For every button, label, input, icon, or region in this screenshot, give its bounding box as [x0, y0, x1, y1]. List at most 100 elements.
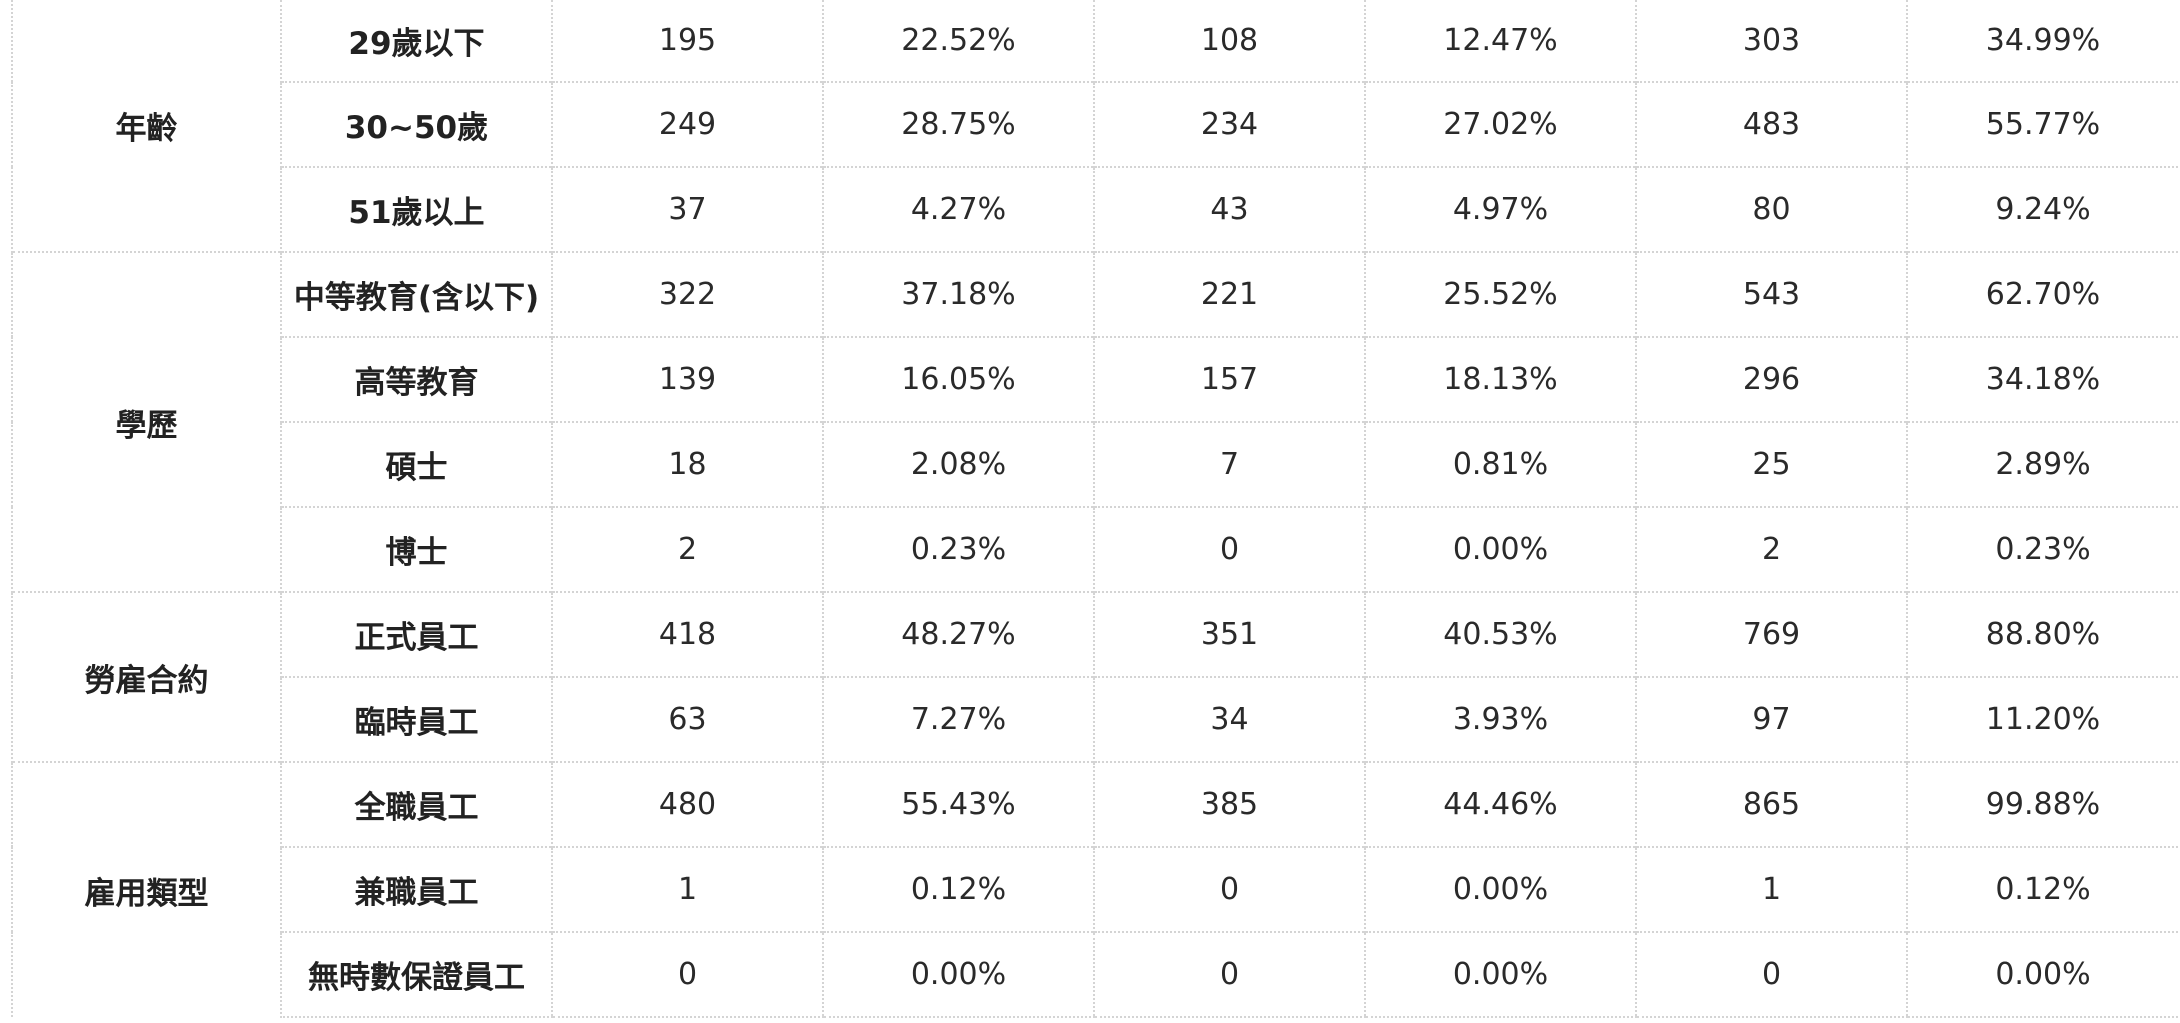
- total-percent-cell: 88.80%: [1906, 591, 2178, 677]
- table-row: 雇用類型 全職員工 480 55.43% 385 44.46% 865 99.88%: [11, 761, 2178, 1017]
- first-percent-cell: 2.08%: [822, 421, 1094, 507]
- total-percent-cell: 62.70%: [1906, 251, 2178, 337]
- table-body: 年齡 29歲以下 195 22.52% 108 12.47% 303 34.99% 30~50歲…: [11, 0, 2178, 1018]
- total-count-cell: 0: [1635, 931, 1907, 1018]
- category-label-cell: 全職員工: [280, 761, 552, 847]
- second-count-cell: 0: [1093, 846, 1365, 932]
- first-count-cell: 0: [551, 931, 823, 1018]
- second-count-cell: 0: [1093, 506, 1365, 592]
- second-percent-cell: 40.53%: [1364, 591, 1636, 677]
- second-count-cell: 385: [1093, 761, 1365, 847]
- total-count-cell: 296: [1635, 336, 1907, 422]
- second-percent-cell: 18.13%: [1364, 336, 1636, 422]
- total-percent-cell: 55.77%: [1906, 81, 2178, 167]
- total-percent-cell: 0.00%: [1906, 931, 2178, 1018]
- table-row: 勞雇合約 正式員工 418 48.27% 351 40.53% 769 88.80%: [11, 591, 2178, 762]
- second-count-cell: 7: [1093, 421, 1365, 507]
- second-count-cell: 234: [1093, 81, 1365, 167]
- total-count-cell: 769: [1635, 591, 1907, 677]
- group-label-cell: 雇用類型: [11, 761, 281, 1017]
- total-percent-cell: 0.12%: [1906, 846, 2178, 932]
- first-count-cell: 418: [551, 591, 823, 677]
- employee-statistics-table: 年齡 29歲以下 195 22.52% 108 12.47% 303 34.99% 30~50歲…: [11, 0, 2178, 1018]
- table-row: 30~50歲 249 28.75% 234 27.02% 483 55.77%: [12, 81, 2178, 167]
- first-count-cell: 249: [551, 81, 823, 167]
- table-row: 碩士 18 2.08% 7 0.81% 25 2.89%: [12, 421, 2178, 507]
- table-row: 兼職員工 1 0.12% 0 0.00% 1 0.12%: [12, 846, 2178, 932]
- total-count-cell: 25: [1635, 421, 1907, 507]
- second-count-cell: 0: [1093, 931, 1365, 1018]
- total-count-cell: 483: [1635, 81, 1907, 167]
- second-count-cell: 108: [1093, 0, 1365, 82]
- first-count-cell: 18: [551, 421, 823, 507]
- category-label-cell: 中等教育(含以下): [280, 251, 552, 337]
- total-count-cell: 543: [1635, 251, 1907, 337]
- total-percent-cell: 0.23%: [1906, 506, 2178, 592]
- second-percent-cell: 0.00%: [1364, 931, 1636, 1018]
- table-row: 臨時員工 63 7.27% 34 3.93% 97 11.20%: [12, 676, 2178, 762]
- first-percent-cell: 48.27%: [822, 591, 1094, 677]
- second-percent-cell: 25.52%: [1364, 251, 1636, 337]
- first-percent-cell: 0.12%: [822, 846, 1094, 932]
- first-count-cell: 37: [551, 166, 823, 252]
- second-percent-cell: 27.02%: [1364, 81, 1636, 167]
- category-label-cell: 51歲以上: [280, 166, 552, 252]
- total-count-cell: 303: [1635, 0, 1907, 82]
- table-row: 高等教育 139 16.05% 157 18.13% 296 34.18%: [12, 336, 2178, 422]
- first-count-cell: 322: [551, 251, 823, 337]
- first-percent-cell: 22.52%: [822, 0, 1094, 82]
- first-percent-cell: 0.00%: [822, 931, 1094, 1018]
- category-label-cell: 30~50歲: [280, 81, 552, 167]
- second-percent-cell: 44.46%: [1364, 761, 1636, 847]
- total-percent-cell: 34.99%: [1906, 0, 2178, 82]
- first-count-cell: 1: [551, 846, 823, 932]
- first-percent-cell: 55.43%: [822, 761, 1094, 847]
- category-label-cell: 無時數保證員工: [280, 931, 552, 1018]
- total-percent-cell: 11.20%: [1906, 676, 2178, 762]
- second-count-cell: 43: [1093, 166, 1365, 252]
- first-percent-cell: 37.18%: [822, 251, 1094, 337]
- first-count-cell: 63: [551, 676, 823, 762]
- first-percent-cell: 28.75%: [822, 81, 1094, 167]
- second-percent-cell: 0.81%: [1364, 421, 1636, 507]
- category-label-cell: 兼職員工: [280, 846, 552, 932]
- table-row: 學歷 中等教育(含以下) 322 37.18% 221 25.52% 543 62.70%: [11, 251, 2178, 592]
- total-percent-cell: 99.88%: [1906, 761, 2178, 847]
- category-label-cell: 博士: [280, 506, 552, 592]
- second-percent-cell: 3.93%: [1364, 676, 1636, 762]
- category-label-cell: 碩士: [280, 421, 552, 507]
- total-percent-cell: 2.89%: [1906, 421, 2178, 507]
- group-label-cell: 年齡: [11, 0, 281, 252]
- first-count-cell: 2: [551, 506, 823, 592]
- first-count-cell: 480: [551, 761, 823, 847]
- second-count-cell: 157: [1093, 336, 1365, 422]
- second-percent-cell: 0.00%: [1364, 846, 1636, 932]
- first-percent-cell: 7.27%: [822, 676, 1094, 762]
- second-count-cell: 221: [1093, 251, 1365, 337]
- category-label-cell: 臨時員工: [280, 676, 552, 762]
- category-label-cell: 高等教育: [280, 336, 552, 422]
- category-label-cell: 正式員工: [280, 591, 552, 677]
- second-count-cell: 351: [1093, 591, 1365, 677]
- first-percent-cell: 0.23%: [822, 506, 1094, 592]
- total-percent-cell: 34.18%: [1906, 336, 2178, 422]
- table-row: 無時數保證員工 0 0.00% 0 0.00% 0 0.00%: [12, 931, 2178, 1018]
- total-count-cell: 97: [1635, 676, 1907, 762]
- category-label-cell: 29歲以下: [280, 0, 552, 82]
- second-percent-cell: 4.97%: [1364, 166, 1636, 252]
- total-count-cell: 865: [1635, 761, 1907, 847]
- table-row: 博士 2 0.23% 0 0.00% 2 0.23%: [12, 506, 2178, 592]
- total-count-cell: 2: [1635, 506, 1907, 592]
- second-count-cell: 34: [1093, 676, 1365, 762]
- table-row: 51歲以上 37 4.27% 43 4.97% 80 9.24%: [12, 166, 2178, 252]
- table-row: 年齡 29歲以下 195 22.52% 108 12.47% 303 34.99%: [11, 0, 2178, 252]
- first-count-cell: 139: [551, 336, 823, 422]
- first-percent-cell: 4.27%: [822, 166, 1094, 252]
- total-count-cell: 80: [1635, 166, 1907, 252]
- total-percent-cell: 9.24%: [1906, 166, 2178, 252]
- total-count-cell: 1: [1635, 846, 1907, 932]
- second-percent-cell: 12.47%: [1364, 0, 1636, 82]
- group-label-cell: 勞雇合約: [11, 591, 281, 762]
- group-label-cell: 學歷: [11, 251, 281, 592]
- second-percent-cell: 0.00%: [1364, 506, 1636, 592]
